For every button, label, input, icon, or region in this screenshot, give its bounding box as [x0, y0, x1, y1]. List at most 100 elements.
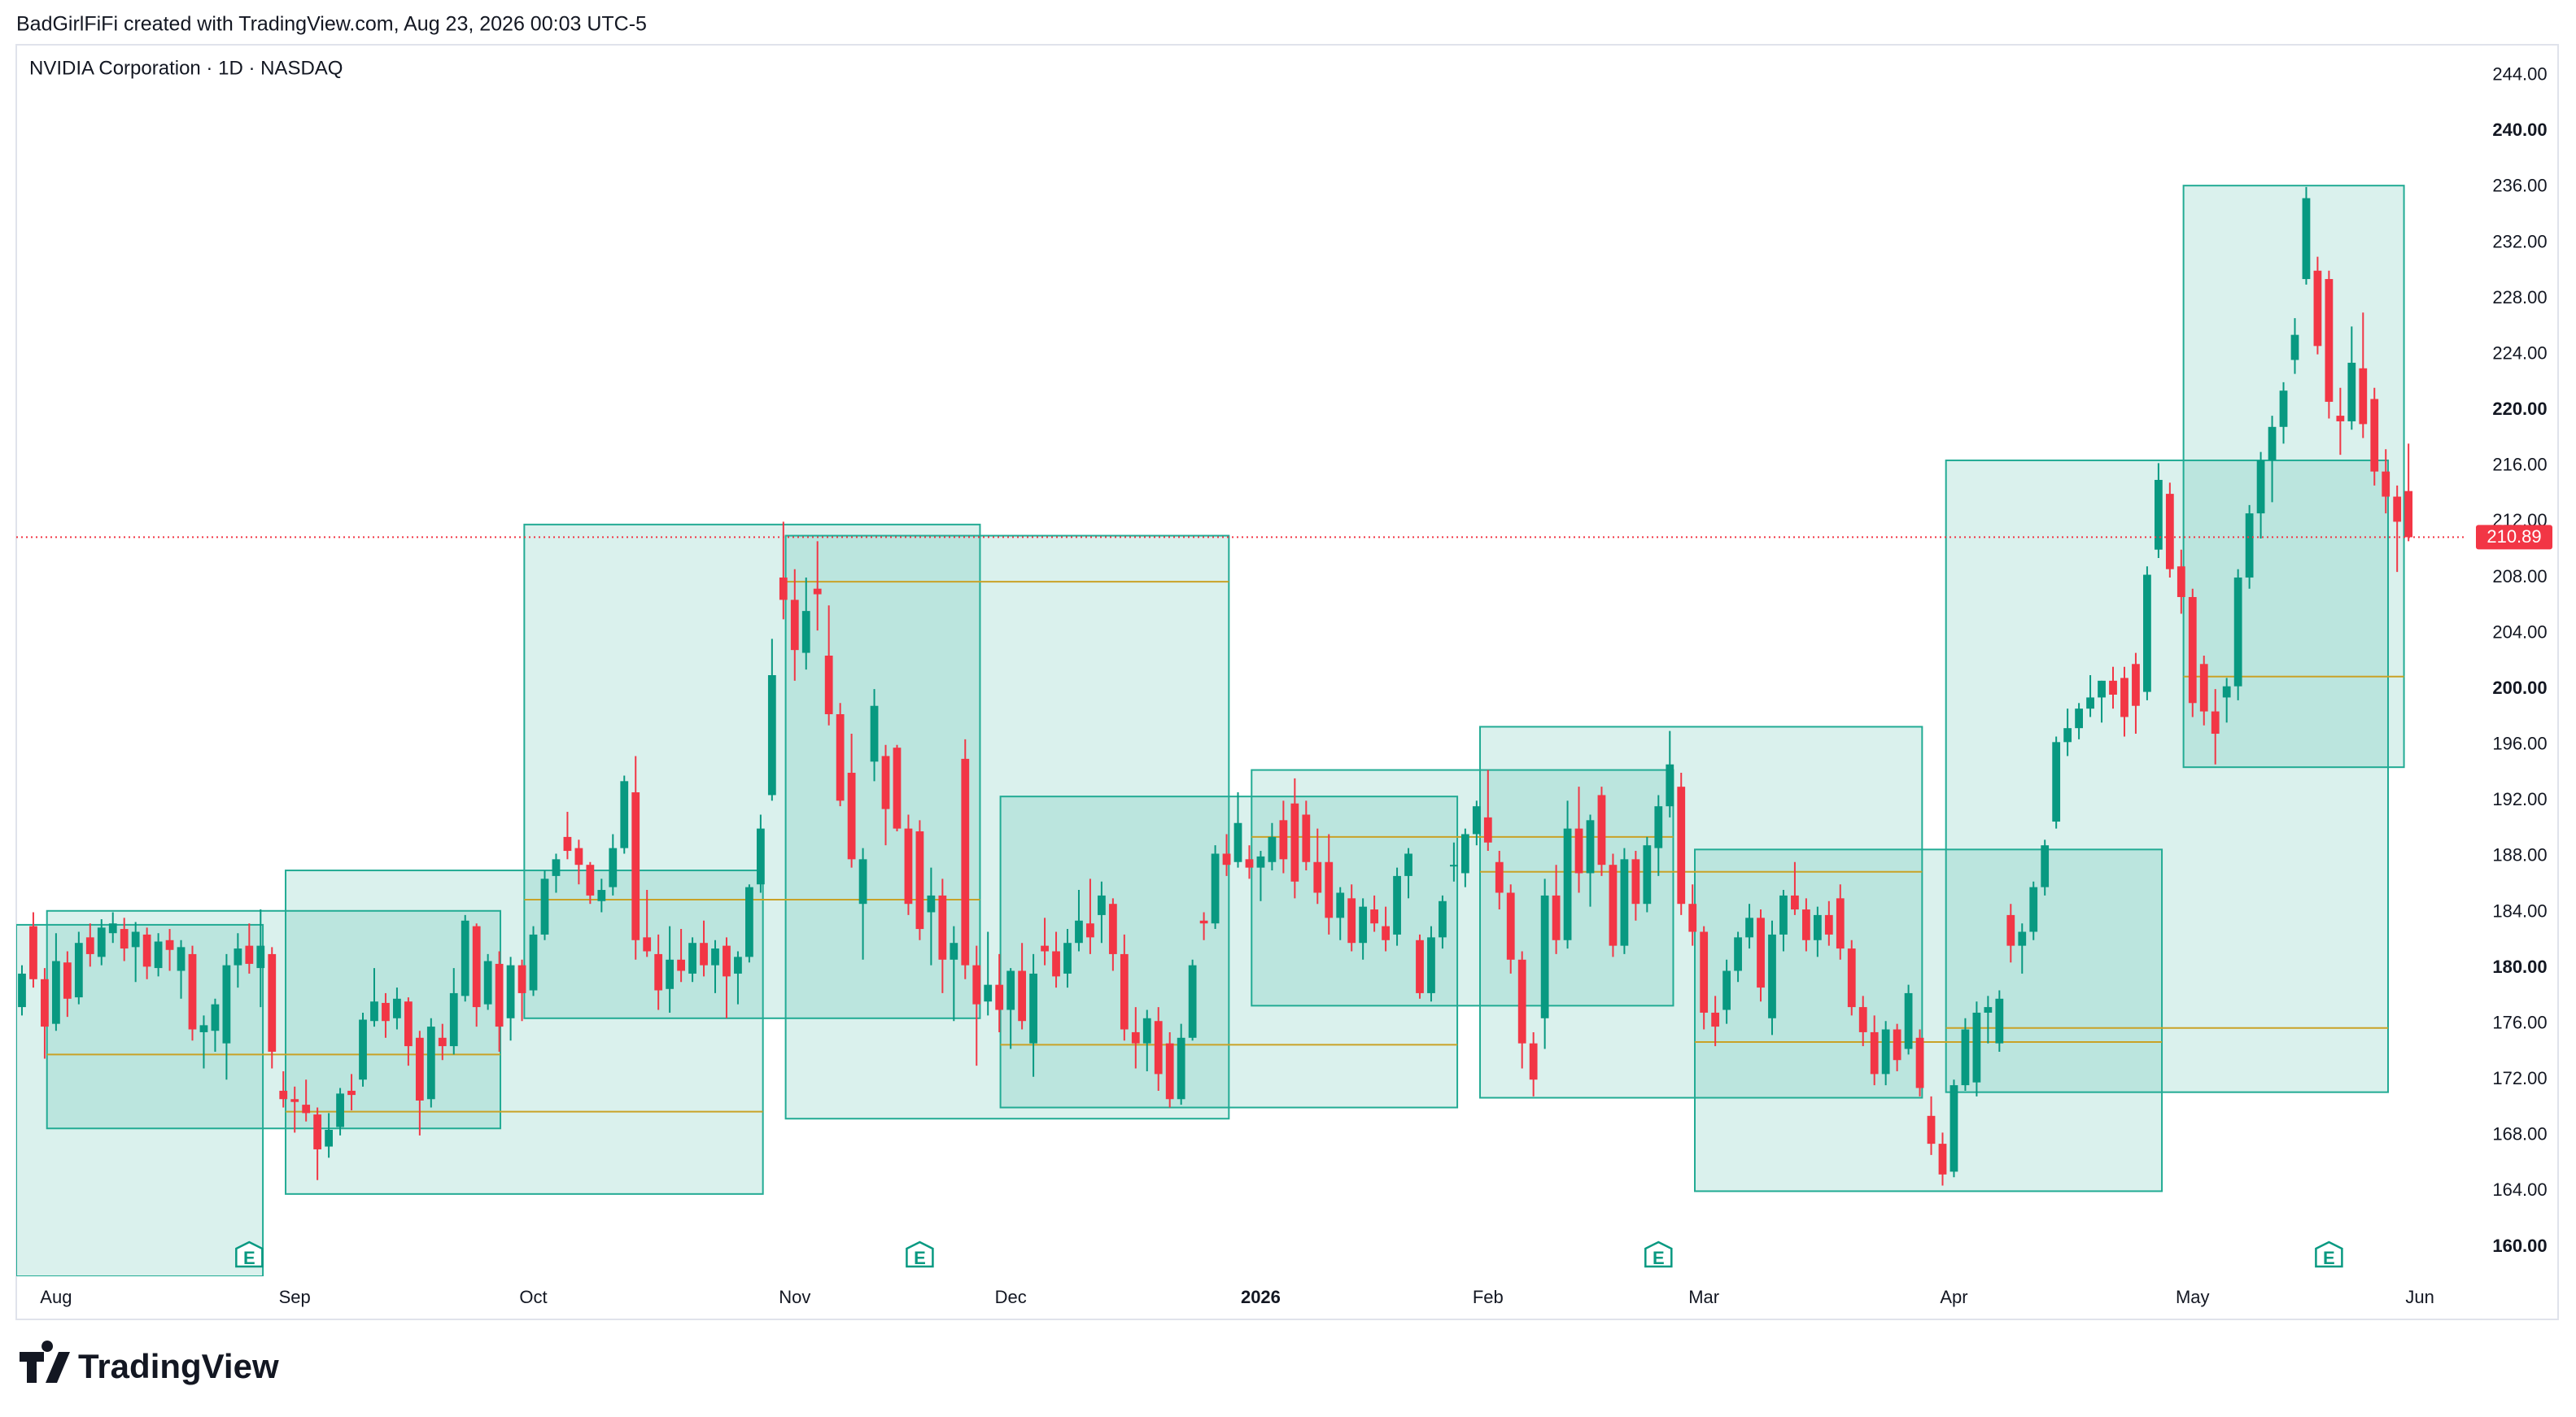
range-box [2182, 185, 2405, 769]
candle-body [2302, 198, 2311, 280]
candle-body [1961, 1029, 1970, 1086]
candle-body [1188, 965, 1197, 1038]
candle-body [2336, 416, 2345, 421]
candle-body [938, 895, 947, 960]
candle-body [552, 859, 561, 876]
candle-body [2154, 479, 2163, 550]
candle-body [1416, 940, 1424, 993]
candle-body [2404, 490, 2413, 538]
earnings-label: E [2323, 1248, 2335, 1268]
candle-body [666, 959, 675, 989]
candle-body [2313, 270, 2322, 347]
candle-body [1098, 895, 1106, 915]
candle-body [1404, 853, 1412, 876]
candle-body [1517, 959, 1526, 1044]
candle-body [1075, 920, 1083, 944]
candle-body [336, 1093, 344, 1127]
candle-body [199, 1025, 208, 1032]
candle-body [2132, 664, 2140, 706]
candle-body [1427, 937, 1435, 993]
candle-body [2211, 711, 2220, 735]
candle-body [2393, 496, 2402, 522]
candle-body [63, 962, 72, 999]
y-tick-label: 232.00 [2492, 231, 2547, 251]
candle-body [2359, 368, 2368, 425]
candle-body [1677, 787, 1686, 905]
candle-body [1120, 953, 1129, 1030]
candle-body [734, 957, 742, 974]
candle-body [1631, 859, 1640, 905]
candle-body [2188, 596, 2197, 704]
candle-body [1393, 875, 1401, 935]
candle-body [461, 920, 469, 996]
candle-body [1779, 895, 1788, 935]
x-tick-label: Dec [995, 1287, 1027, 1307]
candle-body [756, 828, 765, 885]
x-tick-label: Apr [1940, 1287, 1967, 1307]
candle-body [41, 979, 49, 1027]
candle-body [1858, 1007, 1867, 1032]
candle-body [597, 890, 606, 901]
candle-body [279, 1090, 288, 1100]
candle-body [631, 792, 640, 940]
candle-body [1757, 918, 1765, 988]
candle-body [222, 965, 231, 1044]
candle-body [1711, 1012, 1720, 1027]
earnings-marker [2315, 1240, 2343, 1268]
candle-body [393, 998, 401, 1018]
x-tick-label: Aug [40, 1287, 72, 1307]
candle-body [51, 961, 60, 1024]
range-box [999, 796, 1459, 1109]
candle-body [370, 1001, 378, 1022]
candle-body [1131, 1031, 1140, 1044]
candle-body [654, 953, 663, 991]
earnings-label: E [243, 1248, 255, 1268]
candle-body [2075, 708, 2083, 729]
candle-body [1654, 806, 1663, 848]
y-tick-label: 204.00 [2492, 621, 2547, 642]
candle-body [1245, 859, 1254, 868]
y-tick-label: 224.00 [2492, 342, 2547, 363]
candle-body [29, 926, 37, 979]
candle-body [177, 947, 186, 971]
earnings-label: E [914, 1248, 926, 1268]
candle-body [2199, 664, 2208, 712]
brand-logo: TradingView [20, 1341, 279, 1385]
candle-body [302, 1105, 311, 1114]
candle-body [1199, 920, 1208, 924]
candle-body [1177, 1037, 1185, 1100]
candle-body [426, 1027, 435, 1100]
brand-icon [20, 1341, 70, 1383]
candle-body [2165, 494, 2174, 569]
candle-body [688, 943, 696, 974]
candle-body [1029, 973, 1037, 1044]
candle-body [881, 756, 890, 809]
y-tick-label: 180.00 [2492, 957, 2547, 977]
candle-body [1847, 948, 1856, 1008]
candle-body [1472, 806, 1481, 835]
candle-body [711, 948, 719, 966]
candle-body [1370, 909, 1379, 924]
y-tick-label: 160.00 [2492, 1236, 2547, 1256]
last-price-label: 210.89 [2486, 526, 2541, 547]
candle-body [188, 953, 197, 1030]
last-price-badge [2476, 525, 2552, 550]
candle-body [893, 748, 902, 829]
candle-body [2098, 680, 2106, 698]
y-tick-label: 172.00 [2492, 1068, 2547, 1088]
candle-body [1086, 923, 1094, 938]
candle-body [483, 961, 492, 1005]
candle-body [1791, 895, 1799, 910]
candle-body [2086, 697, 2094, 709]
candle-body [1460, 834, 1469, 874]
candle-body [1506, 892, 1515, 960]
candle-body [1006, 970, 1015, 1010]
candle-body [1347, 898, 1356, 944]
y-tick-label: 184.00 [2492, 900, 2547, 921]
candle-body [1211, 853, 1220, 924]
candle-body [165, 940, 174, 950]
candle-body [347, 1090, 356, 1096]
candle-body [723, 945, 731, 977]
y-tick-label: 216.00 [2492, 455, 2547, 475]
